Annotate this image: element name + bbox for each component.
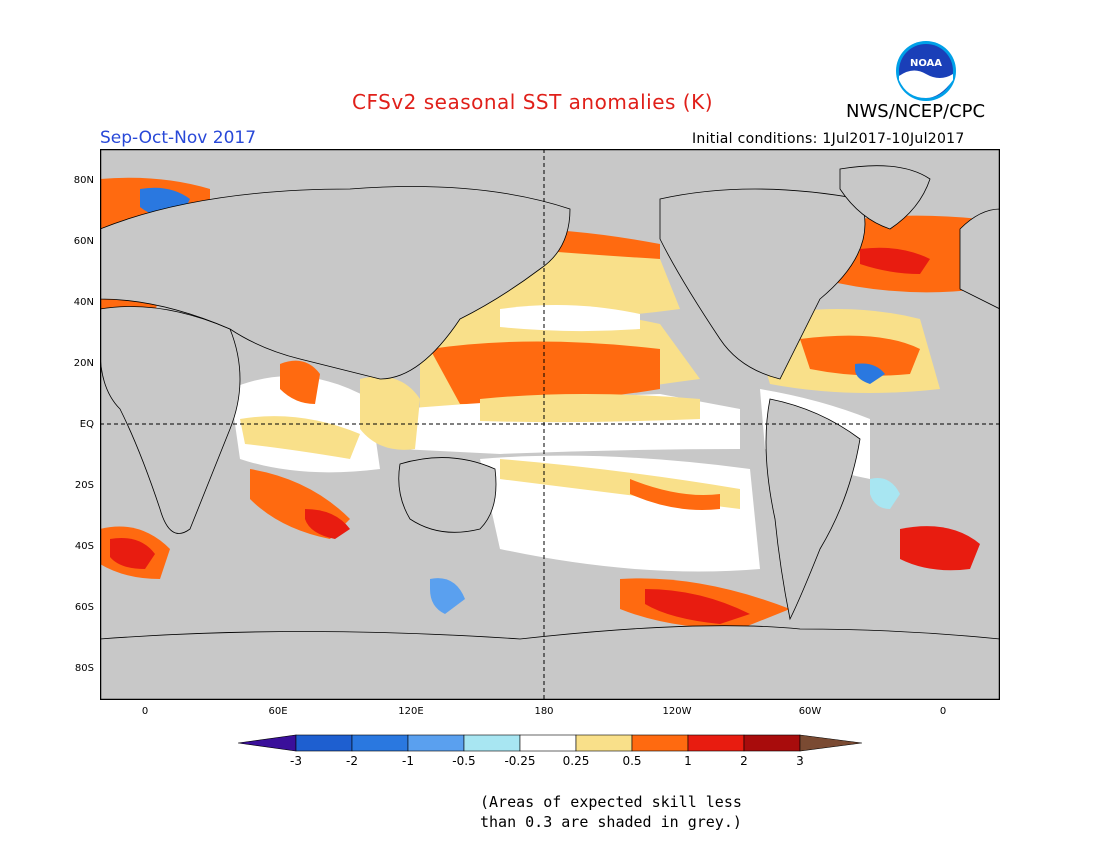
lat-label: 40N [73, 297, 94, 308]
initial-conditions-label: Initial conditions: 1Jul2017-10Jul2017 [692, 131, 965, 147]
anomaly-region [855, 363, 885, 384]
lon-label: 60W [798, 706, 822, 717]
anomaly-region [800, 335, 920, 376]
lat-label: 80S [74, 663, 94, 674]
lat-label: 40S [74, 541, 94, 552]
colorbar-label: -0.5 [452, 754, 476, 768]
skill-footnote: (Areas of expected skill less than 0.3 a… [480, 792, 742, 832]
map-title: CFSv2 seasonal SST anomalies (K) [352, 90, 713, 114]
anomaly-region [900, 526, 980, 571]
anomaly-region [645, 589, 750, 624]
continent-eurasia-east [959, 208, 1000, 310]
lat-label: 80N [73, 175, 94, 186]
lon-label: 120E [398, 706, 424, 717]
agency-label: NWS/NCEP/CPC [846, 101, 986, 122]
anomaly-region [110, 538, 155, 569]
colorbar-label: 0.25 [562, 754, 590, 768]
anomaly-region [305, 509, 350, 539]
lat-label: 20S [74, 480, 94, 491]
footnote-line-2: than 0.3 are shaded in grey.) [480, 813, 742, 831]
colorbar-segment [519, 734, 577, 752]
anomaly-region [870, 478, 900, 509]
lat-label: 20N [73, 358, 94, 369]
colorbar-label: -3 [290, 754, 302, 768]
anomaly-region [360, 376, 420, 450]
colorbar-label: -1 [402, 754, 414, 768]
colorbar-segment [463, 734, 521, 752]
colorbar-segment [407, 734, 465, 752]
lon-label: 180 [534, 706, 554, 717]
colorbar-segment [351, 734, 409, 752]
colorbar-label: -0.25 [504, 754, 536, 768]
colorbar-label: 2 [740, 754, 748, 768]
continent-greenland [839, 165, 931, 230]
anomaly-region [860, 247, 930, 274]
colorbar [238, 734, 862, 752]
continent-australia [398, 457, 497, 533]
colorbar-segment [799, 734, 862, 752]
lon-label: 0 [141, 706, 149, 717]
anomaly-region [630, 479, 720, 510]
colorbar-segment [743, 734, 801, 752]
land-layer [100, 165, 1000, 700]
continent-south-america [765, 398, 861, 621]
noaa-logo: NOAA [895, 40, 957, 102]
lon-label: 0 [939, 706, 947, 717]
colorbar-label: -2 [346, 754, 358, 768]
lat-label: 60N [73, 236, 94, 247]
lat-label: EQ [79, 419, 94, 430]
anomaly-region [280, 360, 320, 404]
colorbar-segment [295, 734, 353, 752]
sst-anomaly-map [100, 149, 1000, 700]
continent-antarctica [100, 625, 1000, 700]
lon-label: 60E [268, 706, 288, 717]
noaa-logo-text: NOAA [910, 58, 942, 69]
colorbar-label: 0.5 [622, 754, 642, 768]
lat-label: 60S [74, 602, 94, 613]
anomaly-region [430, 341, 660, 404]
anomaly-region [500, 305, 640, 332]
colorbar-segment [687, 734, 745, 752]
colorbar-segment [631, 734, 689, 752]
footnote-line-1: (Areas of expected skill less [480, 793, 742, 811]
colorbar-segment [238, 734, 297, 752]
anomaly-region [240, 416, 360, 459]
anomaly-region [480, 394, 700, 423]
colorbar-segment [575, 734, 633, 752]
continent-eurasia [100, 186, 571, 380]
continent-north-america [659, 188, 866, 380]
anomaly-region [430, 578, 465, 614]
lon-label: 120W [662, 706, 692, 717]
colorbar-label: 3 [796, 754, 804, 768]
colorbar-label: 1 [684, 754, 692, 768]
map-border [100, 149, 1000, 700]
season-label: Sep-Oct-Nov 2017 [100, 128, 257, 148]
